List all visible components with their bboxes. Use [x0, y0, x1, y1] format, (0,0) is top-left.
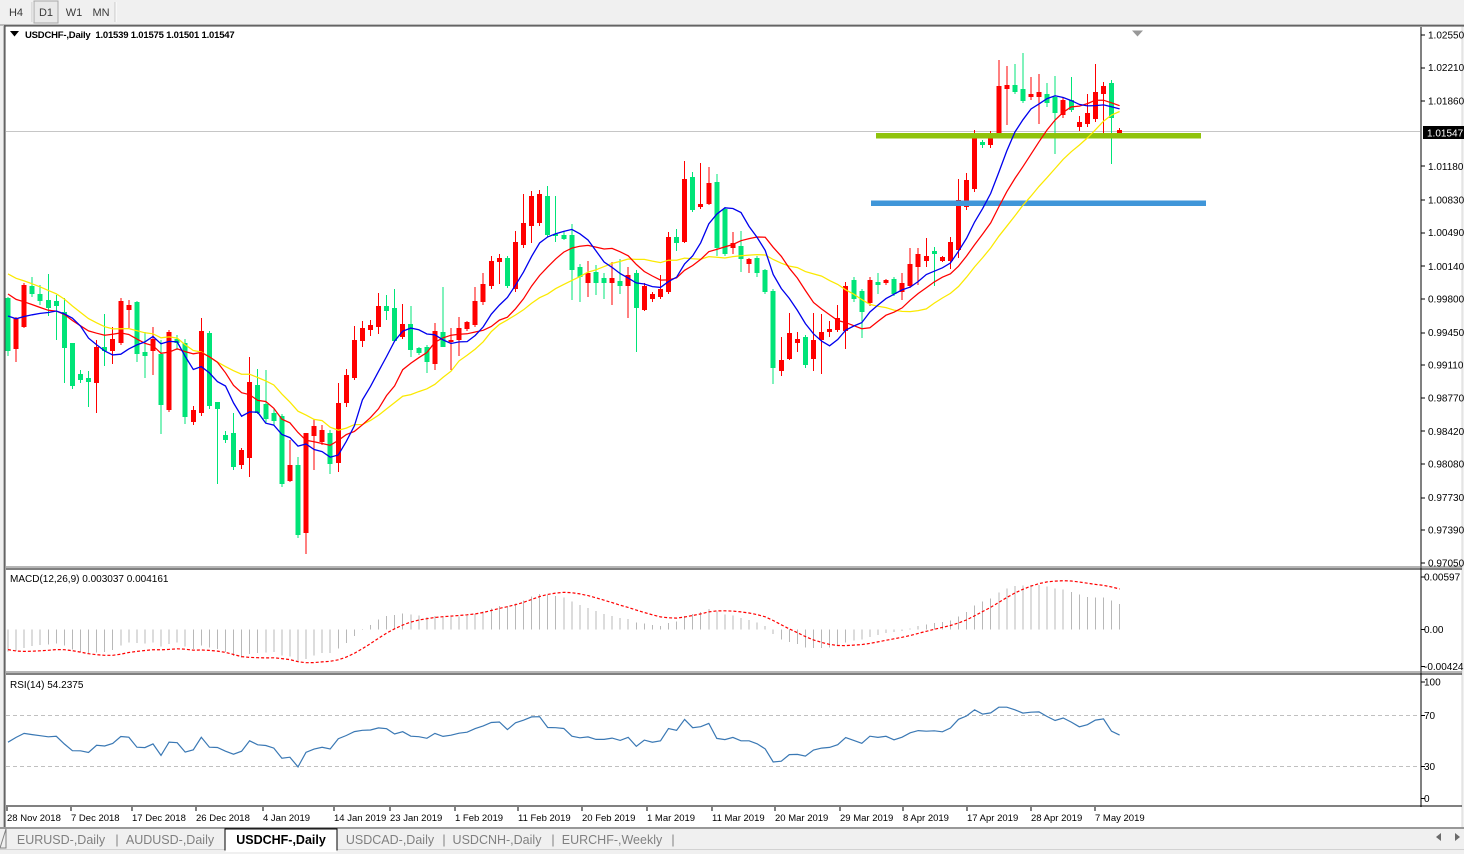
svg-text:AUDUSD-,Daily: AUDUSD-,Daily — [126, 833, 215, 847]
svg-text:1.01180: 1.01180 — [1428, 162, 1464, 173]
svg-text:23 Jan 2019: 23 Jan 2019 — [390, 813, 442, 824]
svg-text:USDCAD-,Daily: USDCAD-,Daily — [346, 833, 435, 847]
svg-text:EURUSD-,Daily: EURUSD-,Daily — [17, 833, 106, 847]
svg-text:1.02550: 1.02550 — [1428, 31, 1464, 42]
svg-text:26 Dec 2018: 26 Dec 2018 — [196, 813, 250, 824]
svg-text:29 Mar 2019: 29 Mar 2019 — [840, 813, 893, 824]
svg-text:70: 70 — [1424, 711, 1436, 722]
svg-text:MN: MN — [92, 7, 109, 19]
svg-text:0.97390: 0.97390 — [1428, 526, 1464, 537]
svg-text:11 Mar 2019: 11 Mar 2019 — [712, 813, 765, 824]
svg-text:20 Mar 2019: 20 Mar 2019 — [775, 813, 828, 824]
svg-text:1.00830: 1.00830 — [1428, 196, 1464, 207]
svg-text:30: 30 — [1424, 762, 1436, 773]
svg-text:0.00597: 0.00597 — [1424, 573, 1461, 584]
svg-text:0.98080: 0.98080 — [1428, 460, 1464, 471]
svg-text:0.99450: 0.99450 — [1428, 328, 1464, 339]
svg-text:RSI(14) 54.2375: RSI(14) 54.2375 — [10, 680, 84, 691]
svg-text:1.00490: 1.00490 — [1428, 228, 1464, 239]
svg-text:H4: H4 — [9, 7, 23, 19]
svg-text:0.99110: 0.99110 — [1428, 361, 1464, 372]
svg-text:7 May 2019: 7 May 2019 — [1095, 813, 1145, 824]
svg-text:0.97050: 0.97050 — [1428, 558, 1464, 569]
svg-text:0: 0 — [1424, 794, 1430, 805]
svg-text:0.00: 0.00 — [1424, 625, 1444, 636]
svg-text:USDCHF-,Daily 1.01539 1.01575: USDCHF-,Daily 1.01539 1.01575 1.01501 1.… — [25, 30, 234, 41]
svg-text:8 Apr 2019: 8 Apr 2019 — [903, 813, 949, 824]
svg-text:4 Jan 2019: 4 Jan 2019 — [263, 813, 310, 824]
svg-text:28 Apr 2019: 28 Apr 2019 — [1031, 813, 1082, 824]
svg-text:17 Dec 2018: 17 Dec 2018 — [132, 813, 186, 824]
svg-text:1 Mar 2019: 1 Mar 2019 — [647, 813, 695, 824]
svg-text:100: 100 — [1424, 678, 1441, 689]
svg-text:|: | — [551, 833, 554, 847]
svg-text:USDCNH-,Daily: USDCNH-,Daily — [453, 833, 543, 847]
svg-text:1.02210: 1.02210 — [1428, 63, 1464, 74]
svg-text:28 Nov 2018: 28 Nov 2018 — [7, 813, 61, 824]
svg-text:USDCHF-,Daily: USDCHF-,Daily — [236, 833, 326, 847]
svg-text:7 Dec 2018: 7 Dec 2018 — [71, 813, 120, 824]
svg-text:20 Feb 2019: 20 Feb 2019 — [582, 813, 635, 824]
svg-text:|: | — [671, 833, 674, 847]
svg-text:0.99800: 0.99800 — [1428, 295, 1464, 306]
svg-text:MACD(12,26,9) 0.003037 0.00416: MACD(12,26,9) 0.003037 0.004161 — [10, 574, 169, 585]
svg-text:1.01860: 1.01860 — [1428, 97, 1464, 108]
svg-text:1.01547: 1.01547 — [1427, 129, 1464, 140]
svg-text:W1: W1 — [66, 7, 83, 19]
svg-text:11 Feb 2019: 11 Feb 2019 — [518, 813, 571, 824]
svg-text:17 Apr 2019: 17 Apr 2019 — [967, 813, 1018, 824]
svg-text:1 Feb 2019: 1 Feb 2019 — [455, 813, 503, 824]
svg-text:-0.00424: -0.00424 — [1424, 662, 1464, 673]
svg-text:0.98420: 0.98420 — [1428, 427, 1464, 438]
svg-text:0.97730: 0.97730 — [1428, 493, 1464, 504]
svg-text:|: | — [442, 833, 445, 847]
svg-text:0.98770: 0.98770 — [1428, 393, 1464, 404]
svg-text:EURCHF-,Weekly: EURCHF-,Weekly — [562, 833, 663, 847]
svg-text:D1: D1 — [39, 7, 53, 19]
svg-text:14 Jan 2019: 14 Jan 2019 — [334, 813, 386, 824]
svg-text:|: | — [115, 833, 118, 847]
svg-text:1.00140: 1.00140 — [1428, 262, 1464, 273]
